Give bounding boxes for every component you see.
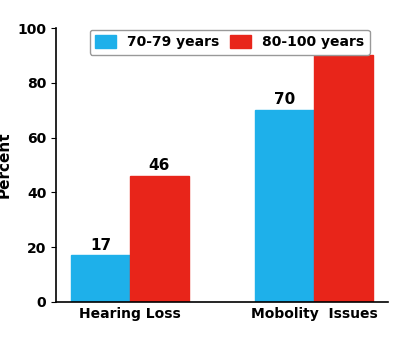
Bar [255, 110, 314, 302]
Bar [314, 55, 373, 302]
Legend: 70-79 years, 80-100 years: 70-79 years, 80-100 years [90, 29, 370, 55]
Text: 70: 70 [274, 92, 295, 107]
Text: 46: 46 [149, 158, 170, 173]
Y-axis label: Percent: Percent [0, 132, 12, 198]
Bar [71, 255, 130, 302]
Text: 90: 90 [333, 38, 354, 53]
Bar [130, 176, 189, 302]
Text: 17: 17 [90, 238, 111, 253]
